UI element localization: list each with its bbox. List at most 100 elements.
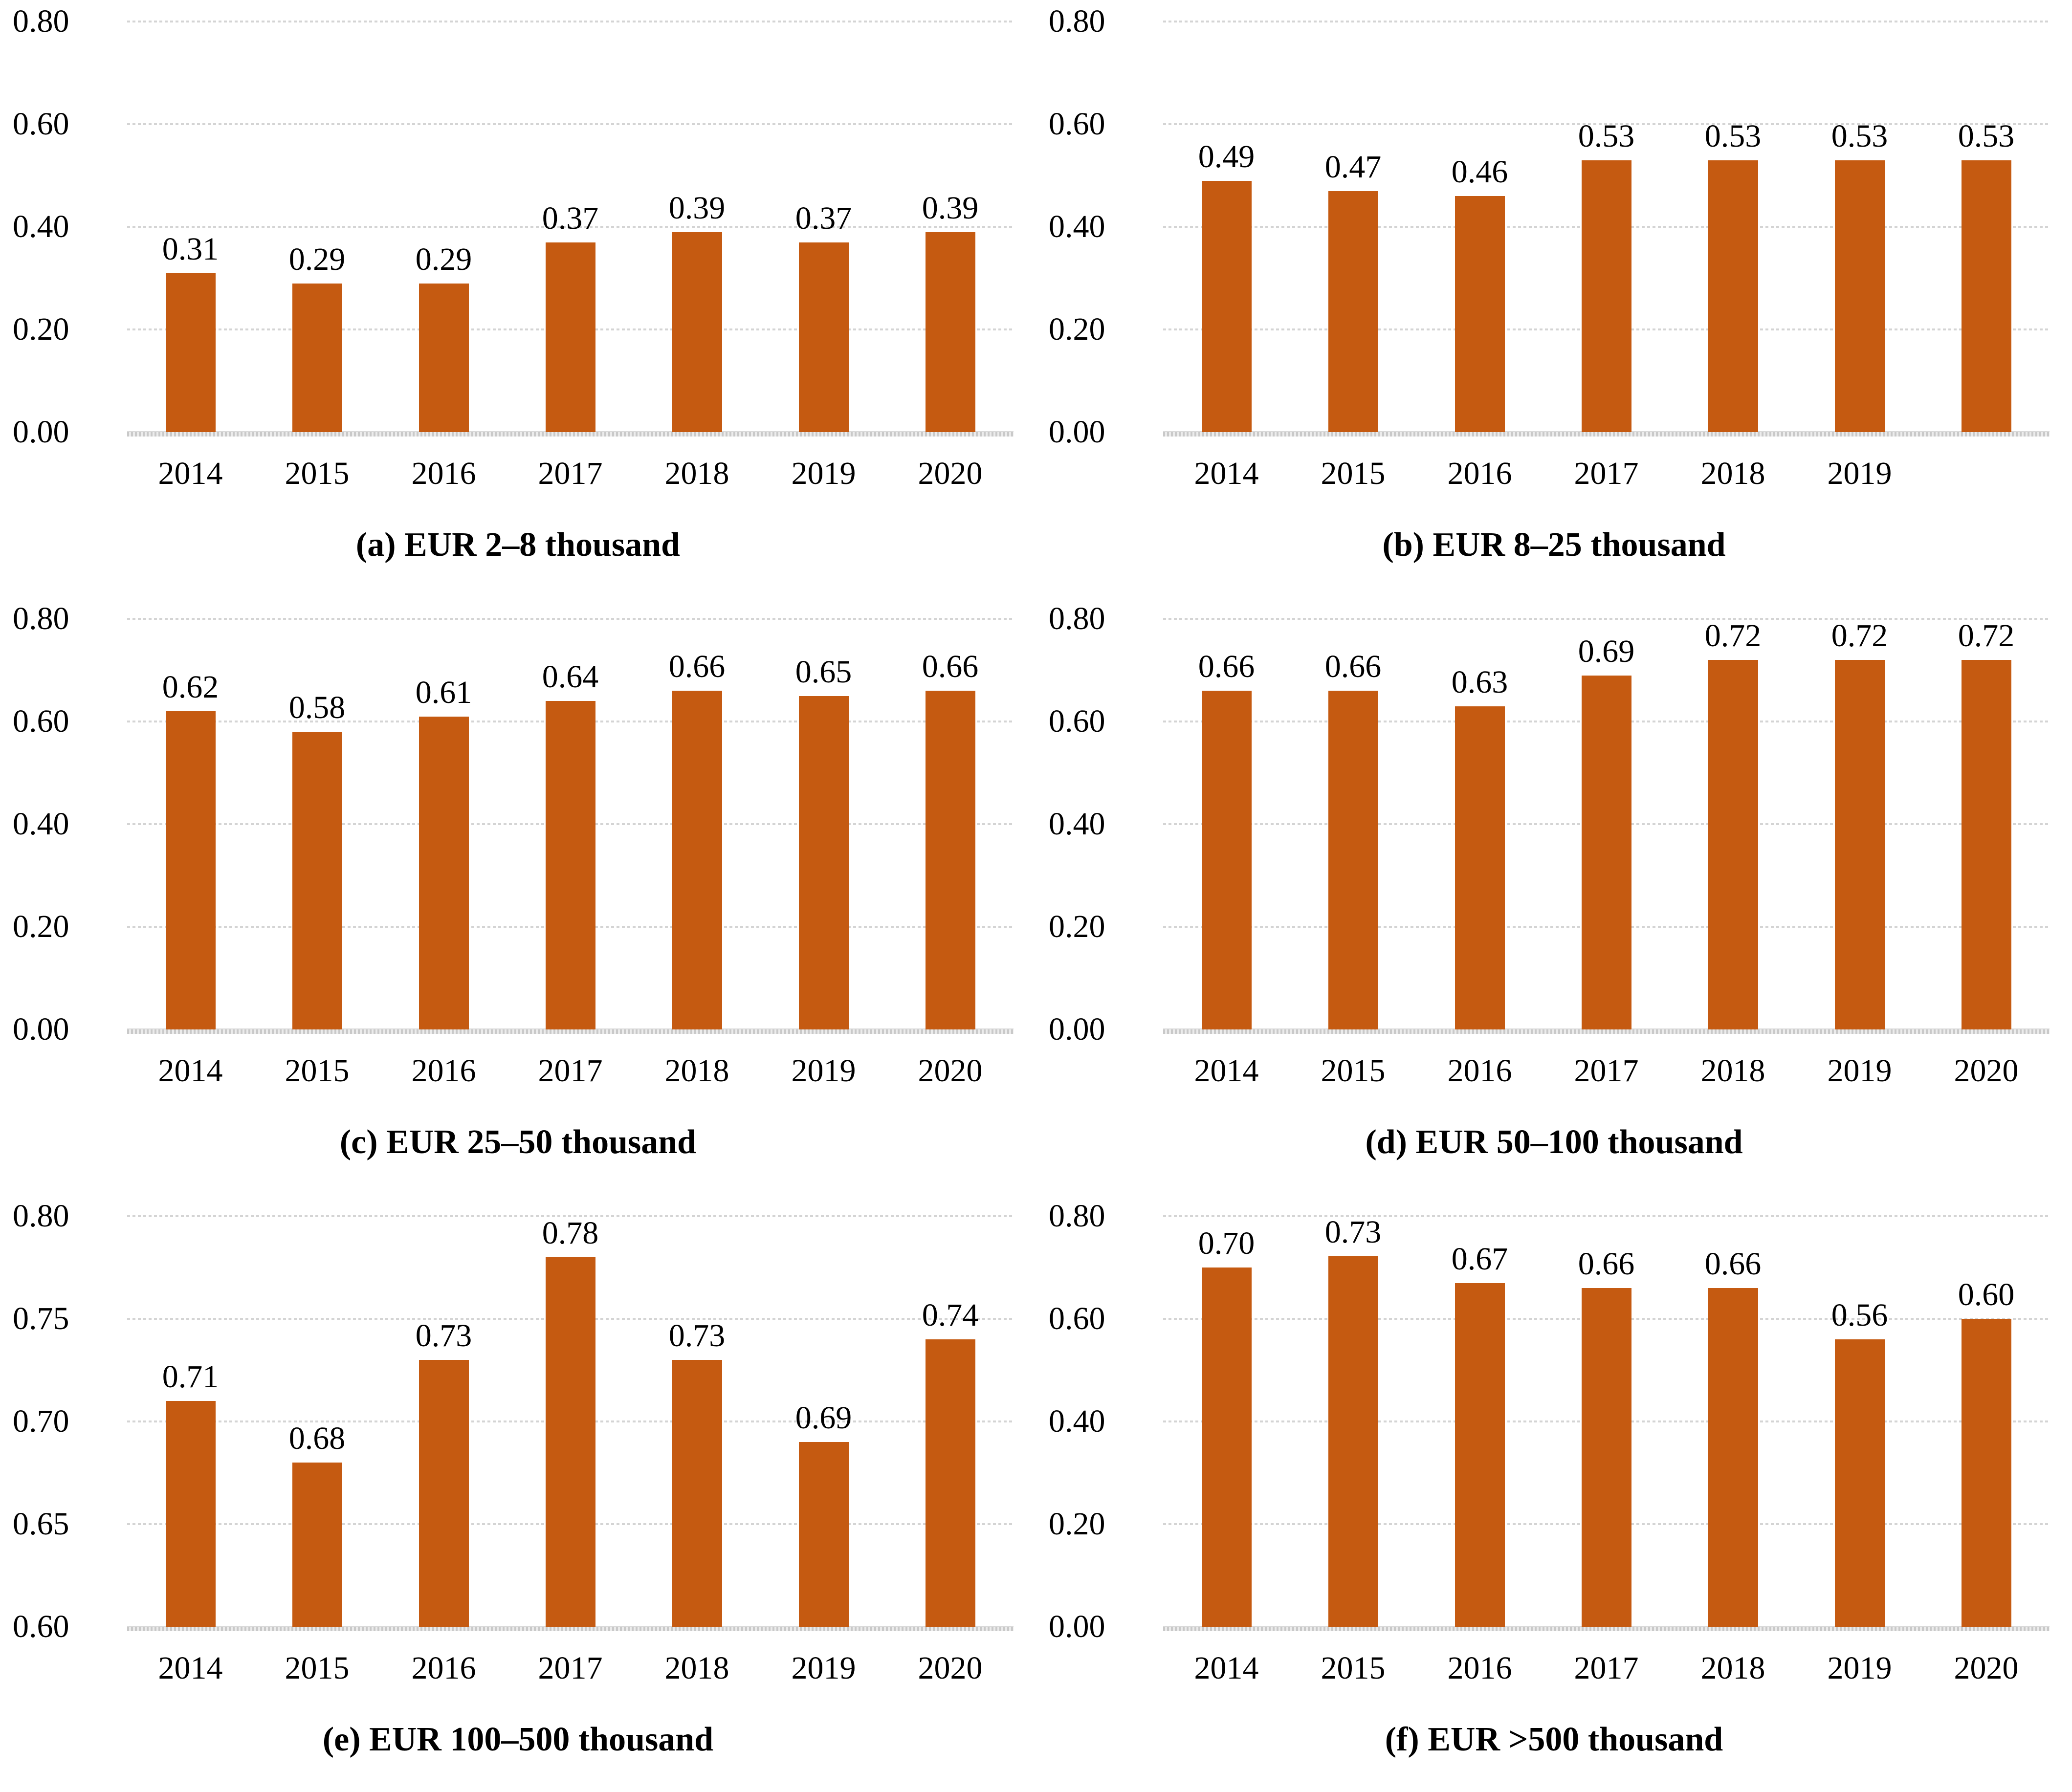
bar-slot: 0.53 [1670,22,1796,432]
bar-value-label: 0.78 [542,1215,599,1251]
bar-2016 [419,716,469,1029]
panel-caption: (e) EUR 100–500 thousand [322,1721,714,1758]
bar-slot: 0.73 [380,1216,507,1627]
x-tick-label: 2017 [538,456,603,491]
y-tick-label: 0.00 [13,414,69,450]
bar-2014 [1201,1268,1252,1627]
x-tick-label: 2014 [1194,1650,1259,1686]
x-tick-label: 2016 [411,1650,476,1686]
x-tick-label: 2017 [1574,1053,1639,1089]
bar-value-label: 0.29 [415,241,472,277]
bar-slot: 0.72 [1923,619,2050,1029]
bar-slot: 0.37 [507,22,634,432]
bar-2018 [1708,1288,1758,1627]
bar-slot: 0.66 [1543,1216,1670,1627]
x-tick-label: 2014 [1194,1053,1259,1089]
bar-2014 [1201,180,1252,432]
bar-value-label: 0.64 [542,659,599,695]
gridline [1163,123,2050,125]
x-tick-label: 2019 [1827,456,1892,491]
bar-value-label: 0.60 [1958,1277,2015,1312]
x-axis-labels-row: 2014 2015 2016 2017 2018 2019 2020 [0,1029,1036,1087]
y-axis: 0.80 0.60 0.40 0.20 0.00 [1036,603,1163,1046]
bar-value-label: 0.66 [1578,1246,1635,1282]
x-tick-label: 2015 [1321,456,1386,491]
bar-slot: 0.66 [634,619,760,1029]
bar-slot: 0.63 [1416,619,1543,1029]
x-axis-labels-row: 2014 2015 2016 2017 2018 2019 2020 [1036,1029,2072,1087]
bar-2017 [1581,1288,1631,1627]
bar-value-label: 0.39 [922,190,979,226]
bar-2019 [1834,160,1885,432]
y-axis: 0.80 0.60 0.40 0.20 0.00 [0,5,127,448]
bar-2014 [165,711,216,1029]
x-tick-label: 2017 [538,1650,603,1686]
bar-2017 [545,1257,595,1627]
bars-group: 0.49 0.47 0.46 0.53 0.53 0.53 0.53 [1163,22,2050,432]
bar-value-label: 0.73 [1324,1214,1382,1250]
y-tick-label: 0.70 [13,1403,69,1439]
x-tick-label: 2018 [1700,1650,1765,1686]
gridline [1163,1215,2050,1217]
bar-slot: 0.46 [1416,22,1543,432]
y-tick-label: 0.00 [1049,1609,1105,1644]
x-tick-label: 2016 [1447,456,1512,491]
bar-2018 [672,232,722,432]
bar-2014 [165,273,216,432]
bar-slot: 0.61 [380,619,507,1029]
bar-2018 [672,1360,722,1627]
y-axis: 0.80 0.60 0.40 0.20 0.00 [1036,1200,1163,1643]
y-tick-label: 0.60 [1049,1301,1105,1336]
y-tick-label: 0.80 [13,601,69,636]
bars-group: 0.71 0.68 0.73 0.78 0.73 0.69 0.74 [127,1216,1014,1627]
x-tick-label: 2014 [1194,456,1259,491]
x-axis-labels: 2014 2015 2016 2017 2018 2019 2020 [1163,1627,2050,1684]
y-tick-label: 0.20 [1049,1506,1105,1542]
plot-area: 0.62 0.58 0.61 0.64 0.66 0.65 0.66 [127,618,1014,1034]
bar-slot: 0.66 [887,619,1014,1029]
y-axis: 0.80 0.60 0.40 0.20 0.00 [1036,5,1163,448]
bar-value-label: 0.69 [795,1400,852,1436]
bar-2018 [672,691,722,1029]
panel-d: 0.80 0.60 0.40 0.20 0.00 0.66 0.66 0.63 0.69 0.72… [1036,597,2072,1195]
bar-value-label: 0.66 [668,649,726,684]
x-tick-label: 2014 [158,1650,223,1686]
bar-slot: 0.67 [1416,1216,1543,1627]
plot-area: 0.66 0.66 0.63 0.69 0.72 0.72 0.72 [1163,618,2050,1034]
chart-area-f: 0.80 0.60 0.40 0.20 0.00 0.70 0.73 0.67 0.66 0.66… [1036,1200,2072,1643]
y-tick-label: 0.20 [13,311,69,347]
x-tick-label: 2018 [664,1053,729,1089]
bar-value-label: 0.65 [795,654,852,690]
bar-value-label: 0.73 [415,1318,472,1354]
panel-caption: (a) EUR 2–8 thousand [355,526,681,564]
bar-value-label: 0.66 [1324,649,1382,684]
bar-value-label: 0.58 [288,690,346,725]
gridline [127,618,1014,620]
bar-2014 [1201,691,1252,1029]
bar-2018 [1708,160,1758,432]
chart-area-c: 0.80 0.60 0.40 0.20 0.00 0.62 0.58 0.61 0.64 0.66… [0,603,1036,1046]
y-tick-label: 0.80 [1049,601,1105,636]
bar-2016 [419,283,469,432]
bar-value-label: 0.46 [1451,154,1508,190]
x-tick-label: 2019 [791,1053,856,1089]
bar-2017 [1581,675,1631,1029]
bar-value-label: 0.37 [795,200,852,236]
y-tick-label: 0.65 [13,1506,69,1542]
bar-slot: 0.47 [1290,22,1416,432]
bar-slot: 0.69 [1543,619,1670,1029]
y-tick-label: 0.40 [1049,1403,1105,1439]
bar-2017 [545,701,595,1029]
x-tick-label: 2017 [538,1053,603,1089]
bar-slot: 0.31 [127,22,254,432]
gridline [1163,21,2050,22]
y-tick-label: 0.80 [13,1198,69,1234]
x-tick-label: 2014 [158,456,223,491]
bar-2019 [798,1442,849,1627]
chart-area-a: 0.80 0.60 0.40 0.20 0.00 0.31 0.29 0.29 0.37 0.39… [0,5,1036,448]
x-axis-labels-row: 2014 2015 2016 2017 2018 2019 2020 [1036,1627,2072,1684]
bar-slot: 0.53 [1543,22,1670,432]
bar-slot: 0.69 [760,1216,887,1627]
bar-value-label: 0.39 [668,190,726,226]
y-tick-label: 0.40 [13,209,69,244]
